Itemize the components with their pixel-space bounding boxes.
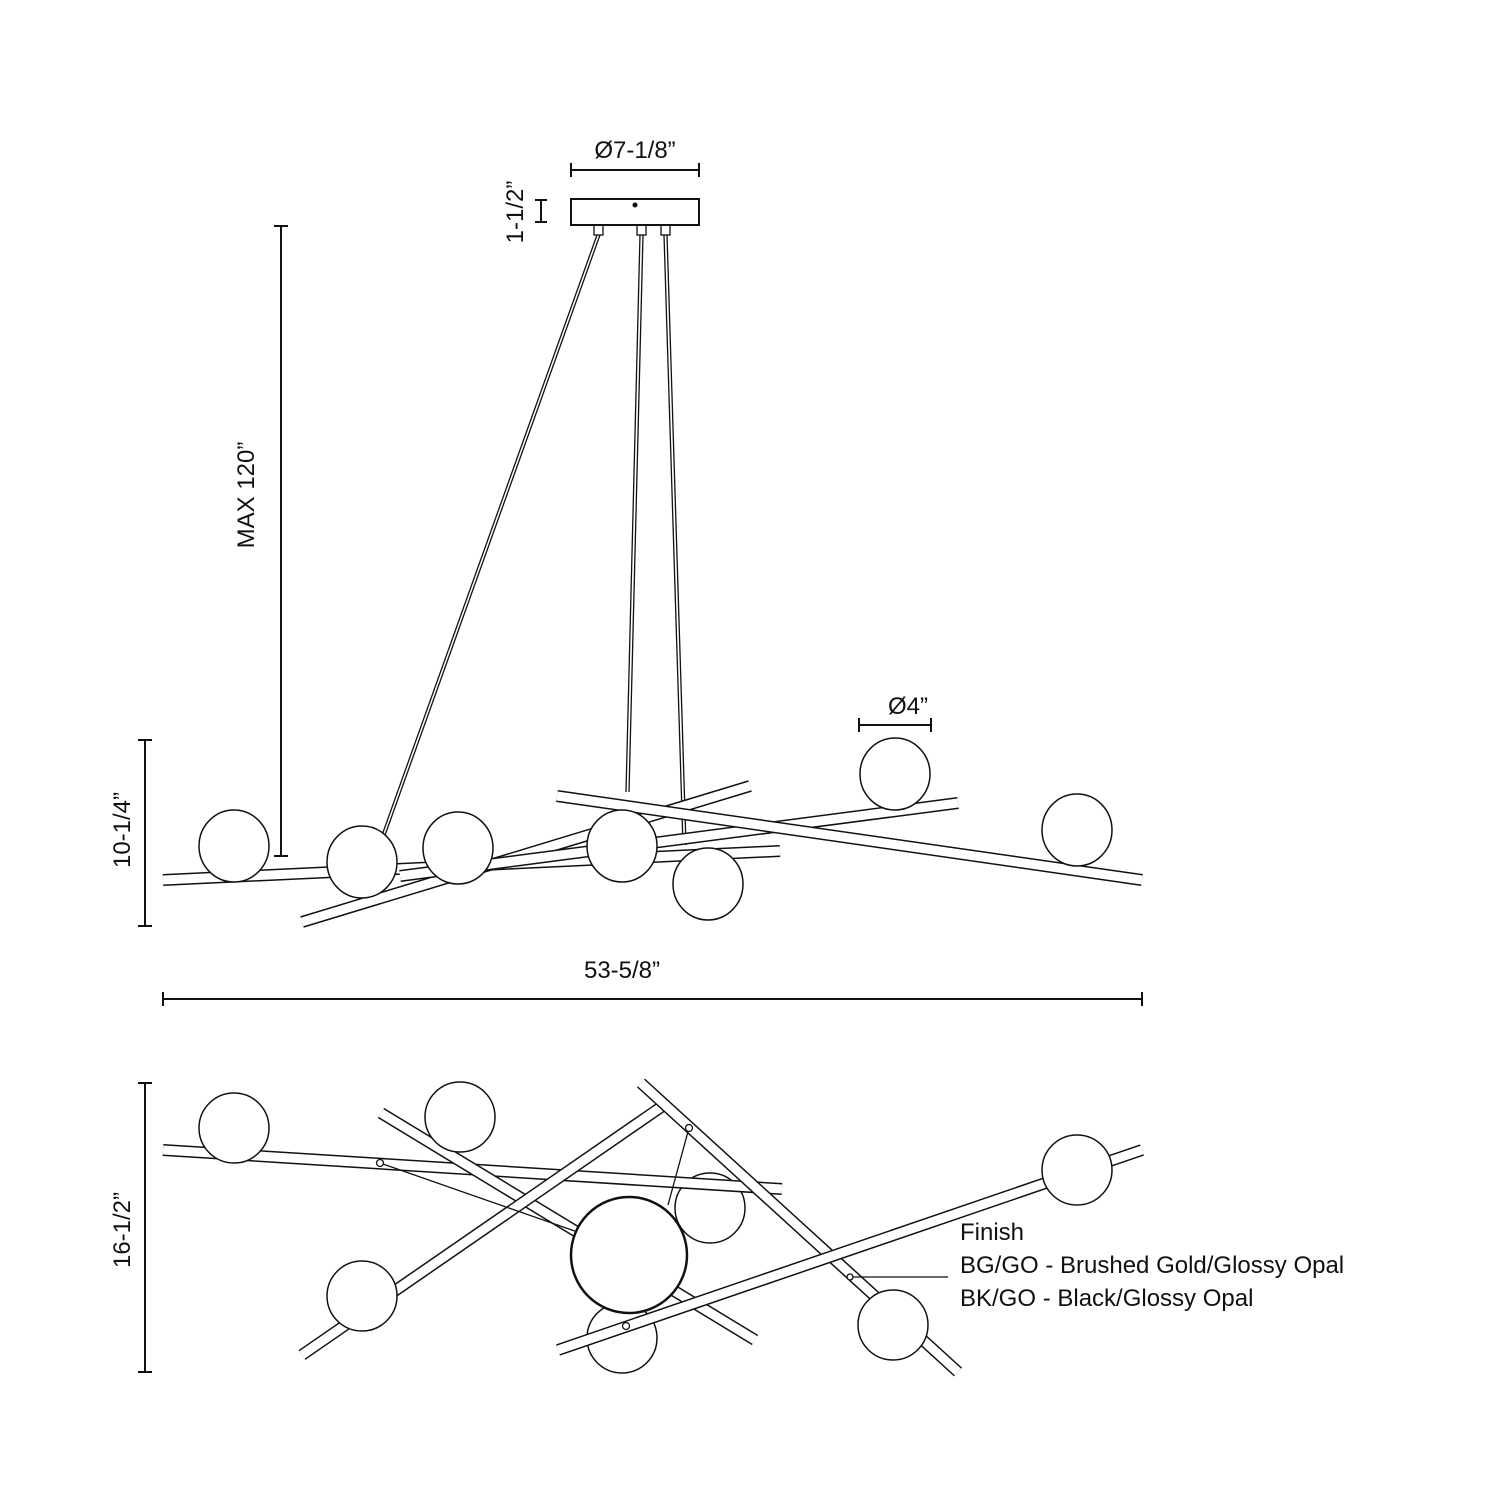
globe <box>857 1289 929 1361</box>
fixture-height-label: 10-1/4” <box>109 792 136 868</box>
rod <box>556 790 1143 886</box>
canopy-height-label: 1-1/2” <box>502 181 529 244</box>
dimension-max-height: MAX 120” <box>233 225 288 857</box>
globe <box>326 825 398 899</box>
cable-attachment <box>621 1321 631 1331</box>
finish-heading: Finish <box>960 1219 1024 1246</box>
cable-attachment <box>684 1123 694 1133</box>
suspension-cables <box>380 234 687 846</box>
dimension-top-depth: 16-1/2” <box>109 1082 152 1373</box>
overall-width-label: 53-5/8” <box>584 957 660 984</box>
globe <box>1041 1134 1113 1206</box>
top-view <box>162 1078 1144 1377</box>
rod <box>399 797 959 882</box>
globe <box>672 847 744 921</box>
canopy-diameter-label: Ø7-1/8” <box>594 137 675 164</box>
finish-option: BK/GO - Black/Glossy Opal <box>960 1285 1253 1312</box>
wire <box>667 1127 690 1206</box>
dimension-globe-diameter: Ø4” <box>858 693 932 732</box>
finish-callout: Finish BG/GO - Brushed Gold/Glossy Opal … <box>846 1219 1344 1312</box>
globe <box>424 1081 496 1153</box>
dimension-canopy-height: 1-1/2” <box>502 181 547 244</box>
globe-diameter-label: Ø4” <box>888 693 928 720</box>
globe <box>1041 793 1113 867</box>
globe <box>198 1092 270 1164</box>
canopy-top-view <box>569 1195 689 1315</box>
top-depth-label: 16-1/2” <box>109 1192 136 1268</box>
globe <box>326 1260 398 1332</box>
canopy <box>570 198 700 236</box>
max-height-label: MAX 120” <box>233 442 260 549</box>
globe <box>422 811 494 885</box>
globe <box>198 809 270 883</box>
side-view <box>162 737 1143 928</box>
globe <box>586 809 658 883</box>
globe <box>859 737 931 811</box>
dimension-fixture-height: 10-1/4” <box>109 739 152 927</box>
dimension-overall-width: 53-5/8” <box>162 957 1143 1006</box>
dimension-canopy-diameter: Ø7-1/8” <box>570 137 700 177</box>
cable-attachment <box>375 1158 385 1168</box>
finish-option: BG/GO - Brushed Gold/Glossy Opal <box>960 1252 1344 1279</box>
